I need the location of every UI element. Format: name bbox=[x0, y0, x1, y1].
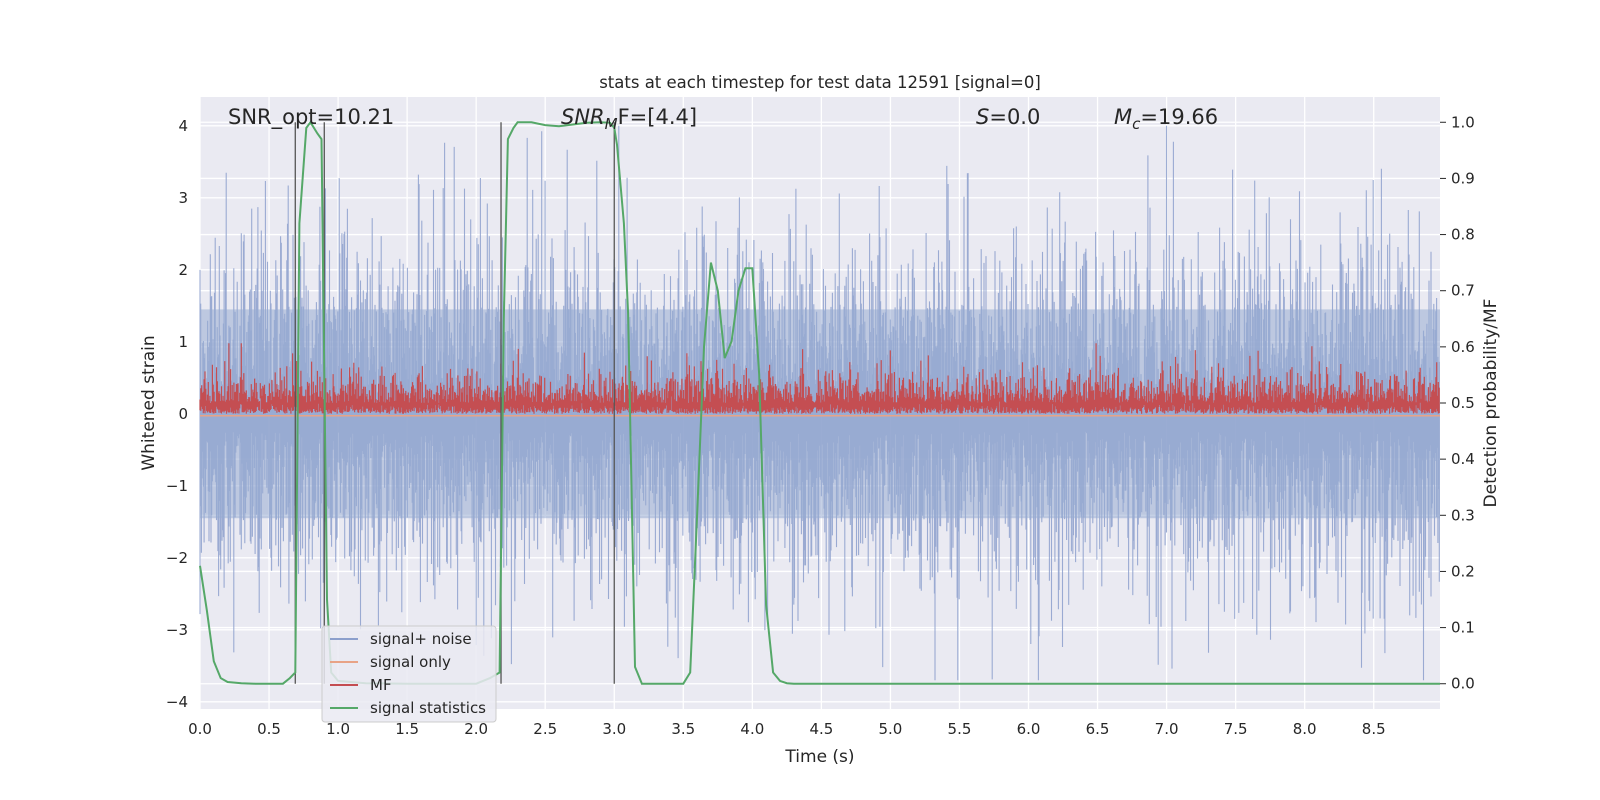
legend: signal+ noise signal only MF signal stat… bbox=[321, 625, 497, 723]
mc-rest: =19.66 bbox=[1140, 105, 1218, 129]
legend-label-signal-statistics: signal statistics bbox=[370, 699, 486, 717]
x-tick-4: 2.0 bbox=[464, 720, 488, 738]
y-left-tick-6: 2 bbox=[178, 261, 188, 279]
y-right-tick-3: 0.3 bbox=[1451, 506, 1475, 524]
mc-sub: c bbox=[1132, 115, 1141, 133]
y-left-tick-3: −1 bbox=[166, 477, 188, 495]
x-tick-7: 3.5 bbox=[671, 720, 695, 738]
x-tick-0: 0.0 bbox=[188, 720, 212, 738]
annotation-mc: Mc=19.66 bbox=[1114, 105, 1218, 133]
y-left-tick-4: 0 bbox=[178, 405, 188, 423]
annotation-s: S=0.0 bbox=[976, 105, 1040, 129]
x-tick-9: 4.5 bbox=[809, 720, 833, 738]
annotation-snr-opt: SNR_opt=10.21 bbox=[228, 105, 394, 130]
y-right-axis-label: Detection probability/MF bbox=[1481, 299, 1501, 508]
signal-noise-core bbox=[200, 309, 1440, 519]
annotation-snr-mf: SNRMF=[4.4] bbox=[561, 105, 697, 133]
x-tick-labels: 0.0 0.5 1.0 1.5 2.0 2.5 3.0 3.5 4.0 4.5 5.0 5.5 6.0 6… bbox=[188, 720, 1386, 738]
y-right-tick-5: 0.5 bbox=[1451, 394, 1475, 412]
y-left-tick-0: −4 bbox=[166, 693, 188, 711]
s-symbol: S bbox=[976, 105, 989, 129]
x-tick-16: 8.0 bbox=[1293, 720, 1317, 738]
x-tick-15: 7.5 bbox=[1224, 720, 1248, 738]
legend-label-signal-noise: signal+ noise bbox=[370, 630, 472, 648]
x-tick-11: 5.5 bbox=[948, 720, 972, 738]
x-axis-label: Time (s) bbox=[784, 747, 854, 767]
y-left-tick-labels: −4 −3 −2 −1 0 1 2 3 4 bbox=[166, 117, 188, 711]
mf-trace bbox=[199, 343, 1440, 414]
snr-mf-sub: M bbox=[605, 115, 618, 133]
snr-mf-rest: F=[4.4] bbox=[618, 105, 697, 129]
y-left-tick-2: −2 bbox=[166, 549, 188, 567]
x-tick-13: 6.5 bbox=[1086, 720, 1110, 738]
x-tick-10: 5.0 bbox=[878, 720, 902, 738]
y-right-tick-10: 1.0 bbox=[1451, 113, 1475, 131]
y-left-tick-1: −3 bbox=[166, 621, 188, 639]
s-rest: =0.0 bbox=[989, 105, 1040, 129]
y-right-tick-labels: 0.0 0.1 0.2 0.3 0.4 0.5 0.6 0.7 0.8 0.9 1.0 bbox=[1440, 113, 1475, 693]
chart-title: stats at each timestep for test data 125… bbox=[599, 73, 1041, 92]
y-right-tick-4: 0.4 bbox=[1451, 450, 1475, 468]
y-right-tick-7: 0.7 bbox=[1451, 282, 1475, 300]
y-right-tick-8: 0.8 bbox=[1451, 226, 1475, 244]
y-right-tick-2: 0.2 bbox=[1451, 562, 1475, 580]
x-tick-8: 4.0 bbox=[740, 720, 764, 738]
signal-statistics-series bbox=[199, 120, 1440, 685]
y-left-tick-8: 4 bbox=[178, 117, 188, 135]
y-right-tick-0: 0.0 bbox=[1451, 675, 1475, 693]
x-tick-3: 1.5 bbox=[395, 720, 419, 738]
y-left-axis-label: Whitened strain bbox=[139, 335, 159, 470]
x-tick-6: 3.0 bbox=[602, 720, 626, 738]
x-tick-1: 0.5 bbox=[257, 720, 281, 738]
snr-mf-base: SNR bbox=[561, 105, 605, 129]
mf-series bbox=[199, 343, 1440, 414]
signal-noise-series bbox=[199, 125, 1440, 681]
mc-symbol: M bbox=[1114, 105, 1132, 129]
y-right-tick-9: 0.9 bbox=[1451, 169, 1475, 187]
x-tick-12: 6.0 bbox=[1017, 720, 1041, 738]
y-left-tick-7: 3 bbox=[178, 189, 188, 207]
x-tick-2: 1.0 bbox=[326, 720, 350, 738]
x-tick-14: 7.0 bbox=[1155, 720, 1179, 738]
y-left-tick-5: 1 bbox=[178, 333, 188, 351]
legend-label-mf: MF bbox=[370, 676, 392, 694]
y-right-tick-1: 0.1 bbox=[1451, 619, 1475, 637]
y-right-tick-6: 0.6 bbox=[1451, 338, 1475, 356]
legend-label-signal-only: signal only bbox=[370, 653, 451, 671]
x-tick-17: 8.5 bbox=[1362, 720, 1386, 738]
x-tick-5: 2.5 bbox=[533, 720, 557, 738]
legend-box bbox=[321, 625, 497, 723]
